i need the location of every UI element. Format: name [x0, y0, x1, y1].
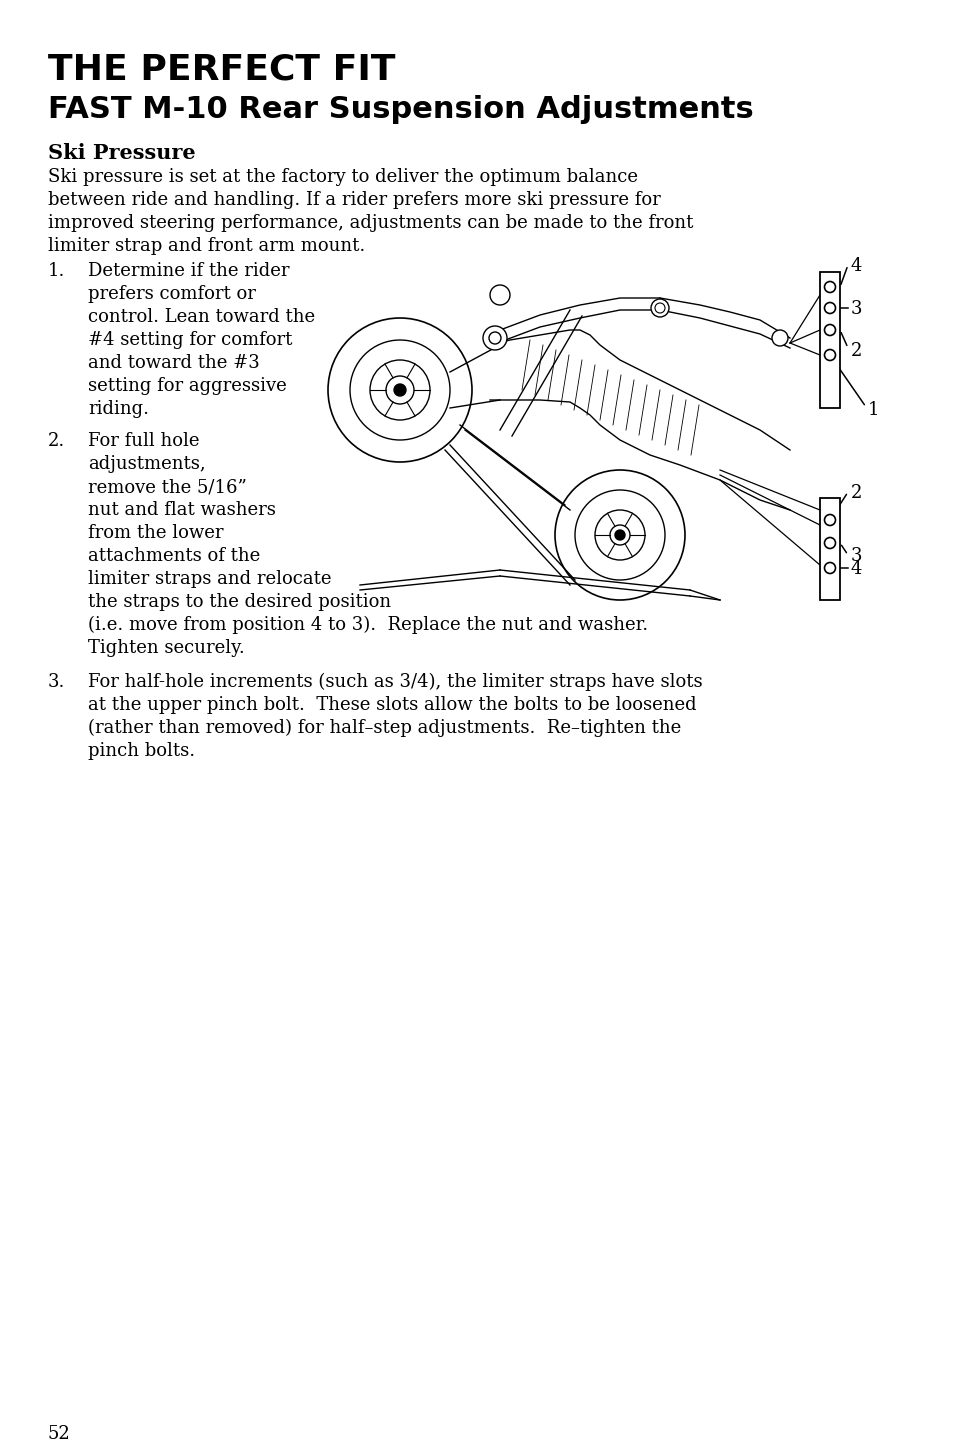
Circle shape — [650, 300, 668, 317]
Circle shape — [482, 326, 506, 350]
Circle shape — [490, 285, 510, 305]
Text: (i.e. move from position 4 to 3).  Replace the nut and washer.: (i.e. move from position 4 to 3). Replac… — [88, 616, 647, 634]
Circle shape — [823, 324, 835, 336]
Circle shape — [489, 332, 500, 345]
Circle shape — [350, 340, 450, 441]
Circle shape — [655, 302, 664, 313]
Text: 3: 3 — [850, 547, 862, 566]
Text: at the upper pinch bolt.  These slots allow the bolts to be loosened: at the upper pinch bolt. These slots all… — [88, 696, 696, 714]
Text: and toward the #3: and toward the #3 — [88, 353, 259, 372]
Text: 2.: 2. — [48, 432, 65, 449]
Text: For half-hole increments (such as 3/4), the limiter straps have slots: For half-hole increments (such as 3/4), … — [88, 673, 702, 691]
Text: 4: 4 — [850, 560, 862, 579]
Text: limiter straps and relocate: limiter straps and relocate — [88, 570, 331, 587]
Text: Determine if the rider: Determine if the rider — [88, 262, 289, 281]
Circle shape — [823, 282, 835, 292]
Text: 3.: 3. — [48, 673, 66, 691]
Circle shape — [823, 349, 835, 361]
Text: 2: 2 — [850, 342, 862, 361]
Circle shape — [823, 538, 835, 548]
Text: 52: 52 — [48, 1425, 71, 1442]
Text: (rather than removed) for half–step adjustments.  Re–tighten the: (rather than removed) for half–step adju… — [88, 718, 680, 737]
Text: remove the 5/16”: remove the 5/16” — [88, 478, 247, 496]
Circle shape — [575, 490, 664, 580]
Text: adjustments,: adjustments, — [88, 455, 206, 473]
Circle shape — [328, 318, 472, 462]
Text: nut and flat washers: nut and flat washers — [88, 502, 275, 519]
Text: #4 setting for comfort: #4 setting for comfort — [88, 332, 292, 349]
Circle shape — [615, 531, 624, 539]
Text: 1: 1 — [867, 401, 879, 419]
Circle shape — [771, 330, 787, 346]
Text: Ski pressure is set at the factory to deliver the optimum balance: Ski pressure is set at the factory to de… — [48, 169, 638, 186]
Circle shape — [595, 510, 644, 560]
Text: FAST M-10 Rear Suspension Adjustments: FAST M-10 Rear Suspension Adjustments — [48, 95, 753, 124]
Circle shape — [609, 525, 629, 545]
Text: limiter strap and front arm mount.: limiter strap and front arm mount. — [48, 237, 365, 254]
Text: between ride and handling. If a rider prefers more ski pressure for: between ride and handling. If a rider pr… — [48, 190, 660, 209]
Text: pinch bolts.: pinch bolts. — [88, 742, 195, 760]
Circle shape — [386, 377, 414, 404]
Text: control. Lean toward the: control. Lean toward the — [88, 308, 314, 326]
Text: setting for aggressive: setting for aggressive — [88, 377, 287, 395]
Text: the straps to the desired position: the straps to the desired position — [88, 593, 391, 611]
Text: For full hole: For full hole — [88, 432, 199, 449]
Text: Ski Pressure: Ski Pressure — [48, 142, 195, 163]
Text: THE PERFECT FIT: THE PERFECT FIT — [48, 52, 395, 86]
Text: 2: 2 — [850, 484, 862, 502]
Text: 1.: 1. — [48, 262, 66, 281]
Text: from the lower: from the lower — [88, 523, 223, 542]
Circle shape — [394, 384, 406, 395]
Circle shape — [823, 563, 835, 573]
Bar — [820, 272, 840, 409]
Text: improved steering performance, adjustments can be made to the front: improved steering performance, adjustmen… — [48, 214, 693, 233]
Text: 3: 3 — [850, 300, 862, 318]
Circle shape — [823, 515, 835, 525]
Text: prefers comfort or: prefers comfort or — [88, 285, 255, 302]
Circle shape — [370, 361, 430, 420]
Circle shape — [823, 302, 835, 314]
Text: attachments of the: attachments of the — [88, 547, 260, 566]
Text: riding.: riding. — [88, 400, 149, 417]
Text: 4: 4 — [850, 257, 862, 275]
Circle shape — [555, 470, 684, 601]
Bar — [820, 499, 840, 601]
Text: Tighten securely.: Tighten securely. — [88, 638, 245, 657]
